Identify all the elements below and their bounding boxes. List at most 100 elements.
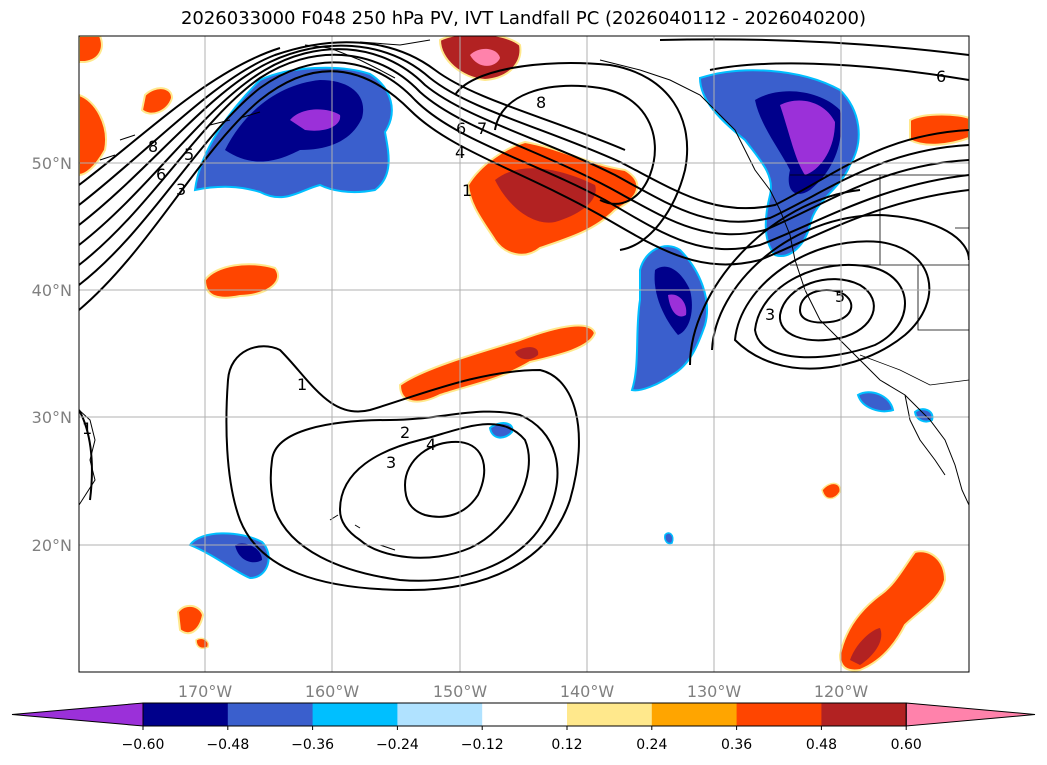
colorbar-frame xyxy=(142,702,907,727)
positive-anomaly-small7 xyxy=(821,482,841,500)
lon-tick-label: 160°W xyxy=(305,682,360,701)
colorbar-label: −0.36 xyxy=(291,737,334,753)
positive-anomaly-40n xyxy=(203,263,280,299)
colorbar-segment xyxy=(312,703,398,726)
contour-line xyxy=(709,62,969,81)
lon-tick-label: 130°W xyxy=(687,682,742,701)
aleutian-islands xyxy=(99,111,261,161)
positive-anomaly-ne xyxy=(909,113,969,146)
contour-label: 6 xyxy=(156,165,166,184)
contour-line xyxy=(733,240,931,370)
lat-tick-label: 40°N xyxy=(32,281,72,300)
contour-label: 7 xyxy=(477,119,487,138)
shaded-field xyxy=(79,36,969,672)
positive-anomaly-nw2 xyxy=(79,36,103,63)
contour-line xyxy=(269,410,559,582)
colorbar-segment xyxy=(227,703,314,726)
lon-tick-label: 120°W xyxy=(814,682,869,701)
contour-line xyxy=(225,345,580,592)
hawaii-islands xyxy=(329,514,396,551)
contour-line xyxy=(79,70,969,311)
colorbar-label: −0.12 xyxy=(461,737,504,753)
colorbar-segment xyxy=(143,703,229,726)
lat-tick-label: 50°N xyxy=(32,154,72,173)
lat-tick-label: 20°N xyxy=(32,536,72,555)
colorbar-segment xyxy=(821,703,907,726)
contour-line xyxy=(79,53,969,266)
contour-line xyxy=(798,289,853,324)
mexico-border xyxy=(859,354,969,386)
colorbar-label: 0.12 xyxy=(551,737,582,753)
colorbar-label: 0.48 xyxy=(806,737,837,753)
colorbar-label: −0.60 xyxy=(122,737,165,753)
lon-tick-label: 150°W xyxy=(433,682,488,701)
colorbar-segment xyxy=(482,703,568,726)
contour-line xyxy=(403,440,486,518)
colorbar-label: −0.24 xyxy=(376,737,419,753)
contour-line xyxy=(79,44,969,226)
contour-line xyxy=(753,263,906,359)
contour-line xyxy=(338,423,530,559)
colorbar-segment xyxy=(736,703,822,726)
contour-label: 2 xyxy=(400,423,410,442)
contour-line xyxy=(79,41,626,206)
lon-tick-label: 140°W xyxy=(560,682,615,701)
contour-label: 3 xyxy=(176,180,186,199)
colorbar-extend-min xyxy=(11,702,144,727)
lat-axis: 50°N 40°N 30°N 20°N xyxy=(32,154,72,555)
contour-label: 1 xyxy=(297,375,307,394)
contour-label: 1 xyxy=(82,419,92,438)
contour-line xyxy=(689,189,861,366)
contours xyxy=(79,38,969,592)
positive-anomaly-nw xyxy=(79,93,107,177)
lon-tick-label: 170°W xyxy=(178,682,233,701)
gulf-california-coast xyxy=(904,394,946,476)
positive-anomaly-band-core xyxy=(515,347,539,360)
positive-anomaly-core xyxy=(495,168,596,223)
contour-line xyxy=(79,409,93,501)
contour-line xyxy=(79,48,969,246)
contour-label: 8 xyxy=(148,137,158,156)
colorbar-segment xyxy=(397,703,483,726)
contour-line xyxy=(454,62,689,251)
contour-line xyxy=(659,38,969,56)
contour-line xyxy=(79,47,281,186)
positive-anomaly-small6 xyxy=(195,637,210,650)
colorbar-label: 0.60 xyxy=(891,737,922,753)
positive-anomaly-small5 xyxy=(176,604,205,635)
positive-anomaly-nw3 xyxy=(140,87,174,115)
negative-anomaly-small2 xyxy=(856,391,895,413)
gridlines xyxy=(79,36,969,672)
contour-label: 3 xyxy=(386,453,396,472)
contour-label: 6 xyxy=(456,119,466,138)
contour-line xyxy=(79,61,969,286)
positive-anomaly-se-core xyxy=(850,628,882,665)
contour-line xyxy=(778,278,875,342)
negative-anomaly-hawaii-core xyxy=(235,543,262,563)
map-title: 2026033000 F048 250 hPa PV, IVT Landfall… xyxy=(180,8,867,29)
contour-label: 5 xyxy=(184,145,194,164)
negative-anomaly-tongue-peak xyxy=(668,294,687,317)
colorbar-segment xyxy=(567,703,653,726)
colorbar: −0.60 −0.48 −0.36 −0.24 −0.12 0.12 0.24 0.36 0.4… xyxy=(11,702,1036,753)
us-canada-border xyxy=(790,174,969,331)
contour-label: 1 xyxy=(462,181,472,200)
colorbar-label: −0.48 xyxy=(206,737,249,753)
negative-anomaly-small4 xyxy=(664,532,674,545)
contour-label: 6 xyxy=(936,67,946,86)
plot-area: 8 6 5 3 6 7 4 1 8 6 3 5 1 2 4 3 1 xyxy=(79,36,969,672)
lat-tick-label: 30°N xyxy=(32,408,72,427)
contour-label: 8 xyxy=(536,93,546,112)
contour-label: 4 xyxy=(426,435,436,454)
map-frame xyxy=(78,35,970,673)
contour-label: 5 xyxy=(835,287,845,306)
contour-label: 3 xyxy=(765,305,775,324)
positive-anomaly-pink xyxy=(470,48,500,66)
negative-anomaly-coast-peak xyxy=(780,100,835,175)
contour-line xyxy=(711,213,969,351)
colorbar-extend-max xyxy=(905,702,1036,727)
contour-line xyxy=(494,84,656,205)
positive-anomaly-band xyxy=(398,324,597,403)
lon-axis: 170°W 160°W 150°W 140°W 130°W 120°W xyxy=(178,682,869,701)
